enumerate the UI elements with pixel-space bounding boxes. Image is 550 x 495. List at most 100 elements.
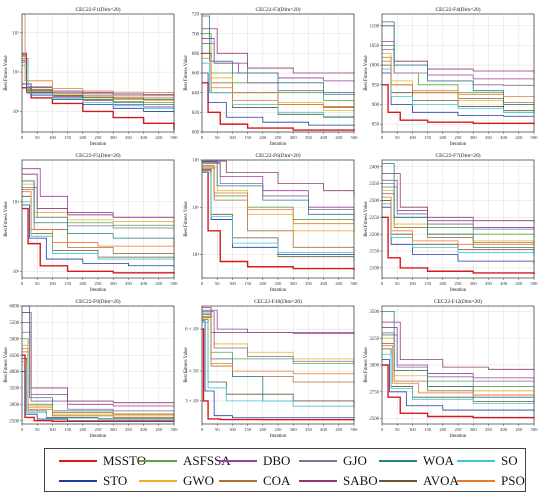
y-tick-label: 10⁴ xyxy=(193,252,200,258)
series-line-woa xyxy=(382,162,535,255)
series-line-pso xyxy=(202,316,355,376)
x-tick-label: 450 xyxy=(515,135,523,140)
y-tick-label: 5000 xyxy=(9,337,19,342)
plot-frame xyxy=(201,305,355,425)
series-line-mssto xyxy=(22,87,175,130)
chart-panel-1: 0 50 100 150 200 250 300 350 400 450 500 10³ 10⁴ 10⁵ C… xyxy=(4,6,178,147)
legend-swatch xyxy=(299,460,337,462)
x-tick-label: 0 xyxy=(21,427,24,432)
chart-title: CEC22-F5(Dim=20) xyxy=(76,152,121,159)
x-tick-label: 50 xyxy=(215,135,220,140)
plot-frame xyxy=(21,13,175,133)
x-axis-label: Iteration xyxy=(450,288,467,293)
legend-swatch xyxy=(379,460,417,462)
x-tick-label: 400 xyxy=(140,281,148,286)
y-tick-label: 950 xyxy=(372,83,380,88)
x-tick-label: 200 xyxy=(259,427,267,432)
y-tick-label: 2750 xyxy=(369,390,379,395)
x-tick-label: 100 xyxy=(229,135,237,140)
series-line-sto xyxy=(22,371,175,422)
x-axis-label: Iteration xyxy=(270,142,287,147)
legend-label: ASFSSA xyxy=(183,453,231,468)
series-line-mssto xyxy=(22,207,175,274)
x-tick-label: 300 xyxy=(290,135,298,140)
legend-item-woa: WOA xyxy=(379,452,454,470)
y-tick-label: 1000 xyxy=(369,64,379,69)
y-tick-label: 4000 xyxy=(9,370,19,375)
y-tick-label: 850 xyxy=(372,123,380,128)
x-tick-label: 300 xyxy=(470,427,478,432)
y-axis-label: Best Fitness Value xyxy=(184,55,189,90)
chart-title: CEC22-F4(Dim=20) xyxy=(436,6,481,13)
x-tick-label: 0 xyxy=(21,281,24,286)
series-line-pso xyxy=(22,191,175,248)
y-tick-label: 3 × 10³ xyxy=(185,398,199,404)
series-line-woa xyxy=(382,21,535,113)
series-line-sabo xyxy=(202,160,355,196)
series-line-woa xyxy=(202,15,355,95)
chart-panel-7: 0 50 100 150 200 250 300 350 400 450 500 2500 3000 35… xyxy=(4,298,178,439)
y-axis-label: Best Fitness Value xyxy=(4,55,9,90)
x-tick-label: 500 xyxy=(171,281,179,286)
x-tick-label: 0 xyxy=(381,281,384,286)
legend-swatch xyxy=(219,460,257,462)
legend-label: MSSTO xyxy=(103,453,147,468)
legend-label: PSO xyxy=(501,473,525,488)
x-tick-label: 50 xyxy=(395,427,400,432)
x-tick-label: 300 xyxy=(290,427,298,432)
series-line-pso xyxy=(382,60,535,98)
x-tick-label: 400 xyxy=(320,281,328,286)
x-tick-label: 450 xyxy=(155,135,163,140)
series-line-sto xyxy=(202,72,355,127)
x-tick-label: 450 xyxy=(335,427,343,432)
y-tick-label: 2200 xyxy=(369,233,379,238)
series-line-sabo xyxy=(22,173,175,218)
series-line-mssto xyxy=(202,328,355,421)
y-tick-label: 3000 xyxy=(9,403,19,408)
y-tick-label: 3000 xyxy=(369,364,379,369)
x-tick-label: 100 xyxy=(49,281,57,286)
series-line-mssto xyxy=(382,216,535,274)
y-tick-label: 10⁵ xyxy=(13,30,20,36)
series-line-avoa xyxy=(22,55,175,101)
series-line-so xyxy=(382,353,535,406)
series-line-woa xyxy=(202,161,355,224)
y-tick-label: 3250 xyxy=(369,337,379,342)
x-tick-label: 450 xyxy=(515,427,523,432)
legend-swatch xyxy=(299,480,337,482)
x-tick-label: 500 xyxy=(531,281,539,286)
x-tick-label: 200 xyxy=(79,135,87,140)
x-tick-label: 250 xyxy=(95,427,103,432)
x-tick-label: 0 xyxy=(381,427,384,432)
chart-panel-8: 0 50 100 150 200 250 300 350 400 450 500 3 × 10³ 4 ×… xyxy=(184,298,358,439)
x-tick-label: 300 xyxy=(110,427,118,432)
x-tick-label: 200 xyxy=(259,281,267,286)
plot-frame xyxy=(381,159,535,279)
x-tick-label: 250 xyxy=(455,135,463,140)
x-tick-label: 400 xyxy=(500,281,508,286)
x-tick-label: 100 xyxy=(49,135,57,140)
chart-panel-4: 0 50 100 150 200 250 300 350 400 450 500 10³ 10⁴ CEC2… xyxy=(4,152,178,293)
y-tick-label: 2300 xyxy=(369,199,379,204)
y-tick-label: 10⁴ xyxy=(13,70,20,76)
legend-item-gjo: GJO xyxy=(299,452,367,470)
series-line-pso xyxy=(22,348,175,415)
legend-item-gwo: GWO xyxy=(139,472,214,490)
legend-label: WOA xyxy=(423,453,455,468)
series-line-gjo xyxy=(202,311,355,364)
x-tick-label: 100 xyxy=(409,427,417,432)
x-tick-label: 0 xyxy=(21,135,24,140)
x-tick-label: 0 xyxy=(201,281,204,286)
legend-swatch xyxy=(59,460,97,462)
x-tick-label: 0 xyxy=(381,135,384,140)
series-line-sabo xyxy=(22,312,175,404)
chart-title: CEC22-F9(Dim=20) xyxy=(76,298,121,305)
legend-item-sto: STO xyxy=(59,472,127,490)
y-tick-label: 2400 xyxy=(369,165,379,170)
x-tick-label: 400 xyxy=(500,135,508,140)
x-tick-label: 50 xyxy=(35,281,40,286)
y-tick-label: 620 xyxy=(192,111,200,116)
x-tick-label: 250 xyxy=(275,135,283,140)
x-tick-label: 500 xyxy=(351,281,359,286)
x-tick-label: 100 xyxy=(49,427,57,432)
